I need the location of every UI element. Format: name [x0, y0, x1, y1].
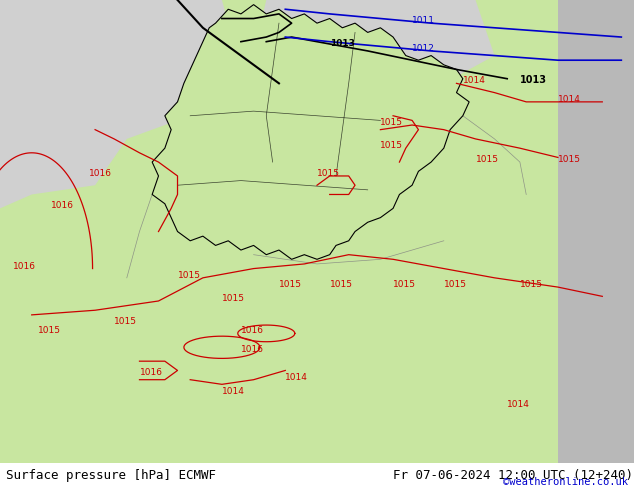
Text: 1015: 1015 [520, 280, 543, 289]
Text: 1015: 1015 [393, 280, 416, 289]
Text: 1015: 1015 [380, 118, 403, 127]
Text: 1014: 1014 [285, 373, 308, 382]
Text: 1014: 1014 [222, 387, 245, 395]
Text: 1015: 1015 [222, 294, 245, 303]
Text: 1015: 1015 [114, 317, 137, 326]
Text: Surface pressure [hPa] ECMWF: Surface pressure [hPa] ECMWF [6, 468, 216, 482]
Text: 1015: 1015 [317, 169, 340, 178]
Text: 1014: 1014 [463, 76, 486, 85]
Polygon shape [152, 4, 469, 259]
Polygon shape [0, 0, 634, 463]
Text: 1015: 1015 [380, 141, 403, 150]
Text: 1012: 1012 [412, 44, 435, 53]
Text: 1016: 1016 [241, 326, 264, 335]
Text: ©weatheronline.co.uk: ©weatheronline.co.uk [503, 477, 628, 487]
Text: 1014: 1014 [558, 95, 581, 104]
Text: 1015: 1015 [330, 280, 353, 289]
Text: 1013: 1013 [520, 75, 547, 85]
Text: 1016: 1016 [241, 345, 264, 354]
Text: 1016: 1016 [139, 368, 162, 377]
Text: Fr 07-06-2024 12:00 UTC (12+240): Fr 07-06-2024 12:00 UTC (12+240) [393, 468, 633, 482]
Text: 1013: 1013 [330, 39, 354, 49]
Polygon shape [0, 0, 241, 208]
Text: 1015: 1015 [279, 280, 302, 289]
Text: 1015: 1015 [178, 271, 200, 280]
Polygon shape [558, 0, 634, 463]
Text: 1016: 1016 [89, 169, 112, 178]
Text: 1015: 1015 [558, 155, 581, 164]
Text: 1015: 1015 [476, 155, 498, 164]
Text: 1016: 1016 [51, 201, 74, 210]
Text: 1014: 1014 [507, 400, 530, 410]
Text: 1015: 1015 [38, 326, 61, 335]
Polygon shape [254, 0, 495, 83]
Text: 1016: 1016 [13, 262, 36, 270]
Text: 1015: 1015 [444, 280, 467, 289]
Text: 1011: 1011 [412, 16, 435, 25]
